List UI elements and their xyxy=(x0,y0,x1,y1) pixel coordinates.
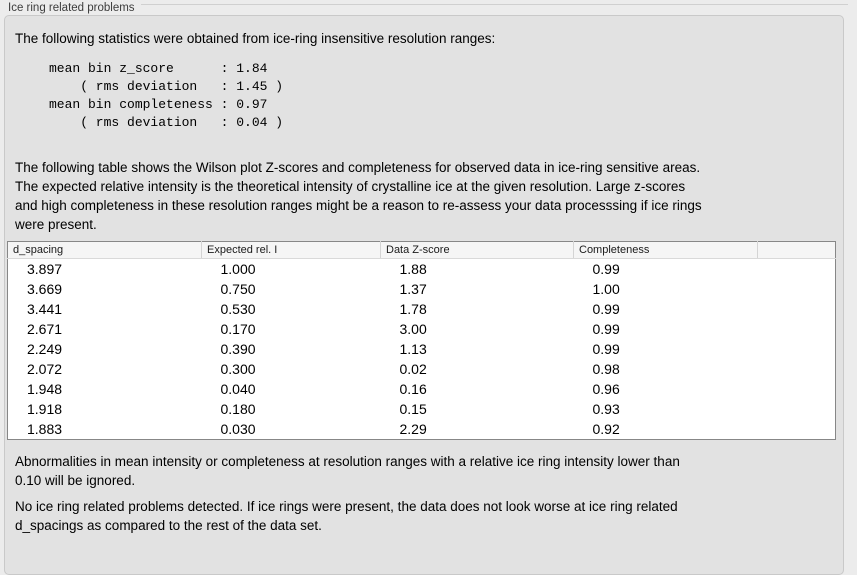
table-cell: 2.072 xyxy=(27,361,63,377)
table-cell: 0.16 xyxy=(399,381,427,397)
table-cell: 0.750 xyxy=(220,281,256,297)
table-cell: 3.669 xyxy=(27,281,63,297)
table-cell: 1.000 xyxy=(220,261,256,277)
table-cell xyxy=(758,259,836,280)
table-cell: 0.530 xyxy=(220,301,256,317)
table-cell: 0.99 xyxy=(592,301,620,317)
ice-ring-table: d_spacing Expected rel. I Data Z-score Comp… xyxy=(7,241,836,440)
table-cell: 1.13 xyxy=(399,341,427,357)
table-cell: 1.78 xyxy=(399,301,427,317)
column-header[interactable]: Data Z-score xyxy=(380,241,574,259)
column-header[interactable] xyxy=(757,241,836,259)
table-cell: 2.29 xyxy=(399,421,427,437)
table-cell: 1.918 xyxy=(27,401,63,417)
table-cell: 0.98 xyxy=(592,361,620,377)
stats-block: mean bin z_score : 1.84 ( rms deviation … xyxy=(49,61,284,130)
table-cell xyxy=(758,319,836,339)
table-cell: 0.02 xyxy=(399,361,427,377)
table-cell: 1.948 xyxy=(27,381,63,397)
table-cell xyxy=(758,299,836,319)
table-cell xyxy=(758,339,836,359)
table-cell: 3.897 xyxy=(27,261,63,277)
panel-header: Ice ring related problems xyxy=(8,2,848,16)
table-cell xyxy=(758,359,836,379)
table-cell: 0.96 xyxy=(592,381,620,397)
table-cell: 0.390 xyxy=(220,341,256,357)
conclusion-text: No ice ring related problems detected. I… xyxy=(15,499,678,533)
table-cell: 0.170 xyxy=(220,321,256,337)
ice-ring-panel: { "panel": { "title": "Ice ring related … xyxy=(4,2,848,575)
table-cell: 0.040 xyxy=(220,381,256,397)
table-cell xyxy=(758,399,836,419)
table-cell: 0.15 xyxy=(399,401,427,417)
ice-ring-group-box: The following statistics were obtained f… xyxy=(4,15,844,575)
panel-title-rule xyxy=(140,4,848,5)
table-cell xyxy=(758,379,836,399)
table-cell: 1.883 xyxy=(27,421,63,437)
table-cell: 0.99 xyxy=(592,321,620,337)
intro-text: The following statistics were obtained f… xyxy=(15,31,496,46)
table-row[interactable]: 3.897 1.000 1.88 0.99 xyxy=(8,259,836,280)
table-cell: 0.92 xyxy=(592,421,620,437)
table-row[interactable]: 1.918 0.180 0.15 0.93 xyxy=(8,399,836,419)
table-cell: 0.99 xyxy=(592,261,620,277)
table-cell: 0.93 xyxy=(592,401,620,417)
column-header[interactable]: Completeness xyxy=(573,241,758,259)
table-cell: 3.00 xyxy=(399,321,427,337)
table-cell: 3.441 xyxy=(27,301,63,317)
table-row[interactable]: 2.249 0.390 1.13 0.99 xyxy=(8,339,836,359)
table-row[interactable]: 2.072 0.300 0.02 0.98 xyxy=(8,359,836,379)
table-cell: 0.300 xyxy=(220,361,256,377)
table-row[interactable]: 3.669 0.750 1.37 1.00 xyxy=(8,279,836,299)
table-cell: 1.37 xyxy=(399,281,427,297)
table-cell: 0.030 xyxy=(220,421,256,437)
panel-title: Ice ring related problems xyxy=(8,2,135,14)
table-cell: 0.180 xyxy=(220,401,256,417)
ignore-note: Abnormalities in mean intensity or compl… xyxy=(15,454,680,488)
column-header[interactable]: d_spacing xyxy=(7,241,202,259)
column-header[interactable]: Expected rel. I xyxy=(201,241,381,259)
table-cell xyxy=(758,279,836,299)
table-cell: 2.249 xyxy=(27,341,63,357)
table-row[interactable]: 1.883 0.030 2.29 0.92 xyxy=(8,419,836,440)
table-cell: 1.88 xyxy=(399,261,427,277)
table-row[interactable]: 2.671 0.170 3.00 0.99 xyxy=(8,319,836,339)
table-row[interactable]: 3.441 0.530 1.78 0.99 xyxy=(8,299,836,319)
table-cell: 2.671 xyxy=(27,321,63,337)
table-description: The following table shows the Wilson plo… xyxy=(15,160,702,232)
table-header-row: d_spacing Expected rel. I Data Z-score Comp… xyxy=(7,241,836,259)
table-row[interactable]: 1.948 0.040 0.16 0.96 xyxy=(8,379,836,399)
table-cell: 1.00 xyxy=(592,281,620,297)
table-cell: 0.99 xyxy=(592,341,620,357)
table-cell xyxy=(758,419,836,440)
